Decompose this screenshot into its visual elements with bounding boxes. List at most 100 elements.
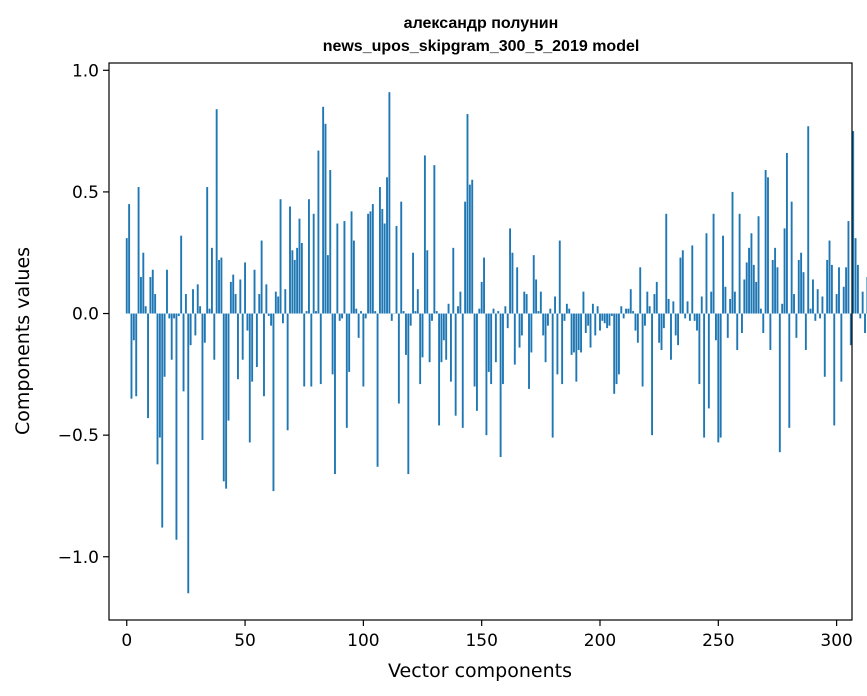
y-axis: −1.0 −0.5 0.0 0.5 1.0 xyxy=(58,61,109,568)
bar xyxy=(556,313,559,375)
bar xyxy=(336,223,339,314)
bar xyxy=(341,313,344,319)
bar xyxy=(781,303,784,314)
bar xyxy=(322,106,325,314)
x-axis-label: Vector components xyxy=(388,660,572,682)
bar xyxy=(201,313,204,441)
bar xyxy=(584,313,587,333)
bar xyxy=(137,187,140,314)
bar xyxy=(674,313,677,336)
bar xyxy=(461,313,464,428)
bar xyxy=(253,269,256,314)
bar xyxy=(464,201,467,314)
bar xyxy=(156,313,159,465)
bar xyxy=(244,262,246,314)
bar xyxy=(203,313,206,343)
bar xyxy=(589,313,592,348)
bar xyxy=(563,313,566,321)
bar xyxy=(573,313,575,353)
x-tick-label: 200 xyxy=(584,631,616,651)
bar xyxy=(220,257,223,314)
bar xyxy=(859,313,862,319)
bar xyxy=(329,170,332,314)
bar xyxy=(296,247,299,314)
bar xyxy=(438,313,441,426)
bar xyxy=(412,252,415,314)
bar xyxy=(802,272,805,314)
bar xyxy=(518,313,521,348)
bar xyxy=(478,308,481,314)
bar xyxy=(409,313,412,326)
bar xyxy=(383,223,386,314)
bar xyxy=(125,238,128,314)
bar xyxy=(639,267,642,314)
bar xyxy=(457,306,459,314)
bar xyxy=(795,313,798,338)
bar xyxy=(788,313,791,428)
bar xyxy=(483,257,485,314)
bar xyxy=(677,313,680,346)
bar xyxy=(277,296,280,314)
bar xyxy=(334,313,336,475)
bar xyxy=(662,313,665,329)
bar xyxy=(750,233,753,314)
bar xyxy=(362,313,365,387)
bar xyxy=(764,170,767,314)
bar xyxy=(367,213,370,314)
bar xyxy=(731,191,734,314)
bar xyxy=(696,313,698,331)
y-tick-label: 1.0 xyxy=(72,61,99,81)
bar xyxy=(679,257,682,314)
x-tick-label: 100 xyxy=(347,631,379,651)
bar xyxy=(627,308,630,314)
bar xyxy=(504,306,507,314)
bar xyxy=(525,294,528,314)
bar xyxy=(835,294,838,314)
bar xyxy=(502,313,504,385)
bar xyxy=(227,313,230,421)
bar xyxy=(565,303,568,314)
bar xyxy=(180,235,183,314)
bar xyxy=(454,313,457,416)
bar xyxy=(352,240,355,314)
bar xyxy=(861,291,864,314)
bar xyxy=(395,225,398,314)
bar xyxy=(660,313,663,351)
bar xyxy=(603,313,606,324)
bar xyxy=(355,308,358,314)
bar xyxy=(132,313,135,341)
bar xyxy=(700,296,703,314)
bar xyxy=(142,252,145,314)
bar xyxy=(331,313,334,375)
bar xyxy=(442,313,445,341)
bar xyxy=(357,313,360,338)
bar xyxy=(279,199,282,314)
bar xyxy=(147,313,149,419)
bar xyxy=(688,313,691,321)
bar xyxy=(641,313,644,387)
bar xyxy=(128,204,131,314)
bar xyxy=(419,313,422,385)
bar xyxy=(405,313,407,355)
bar xyxy=(523,291,526,314)
bar xyxy=(591,303,594,314)
bar xyxy=(435,311,438,314)
bar xyxy=(705,233,708,314)
bar xyxy=(542,313,545,336)
bar xyxy=(648,306,651,314)
bar xyxy=(814,313,817,321)
bar xyxy=(587,313,590,326)
bar xyxy=(199,306,202,314)
bar xyxy=(218,260,220,314)
bar xyxy=(797,260,800,314)
bar xyxy=(741,313,743,333)
bar xyxy=(710,291,713,314)
bar xyxy=(452,247,455,314)
bar xyxy=(170,313,173,360)
bar xyxy=(712,213,715,314)
bar xyxy=(809,308,812,314)
bar xyxy=(369,211,372,314)
bar xyxy=(260,240,263,314)
bar xyxy=(570,313,573,355)
